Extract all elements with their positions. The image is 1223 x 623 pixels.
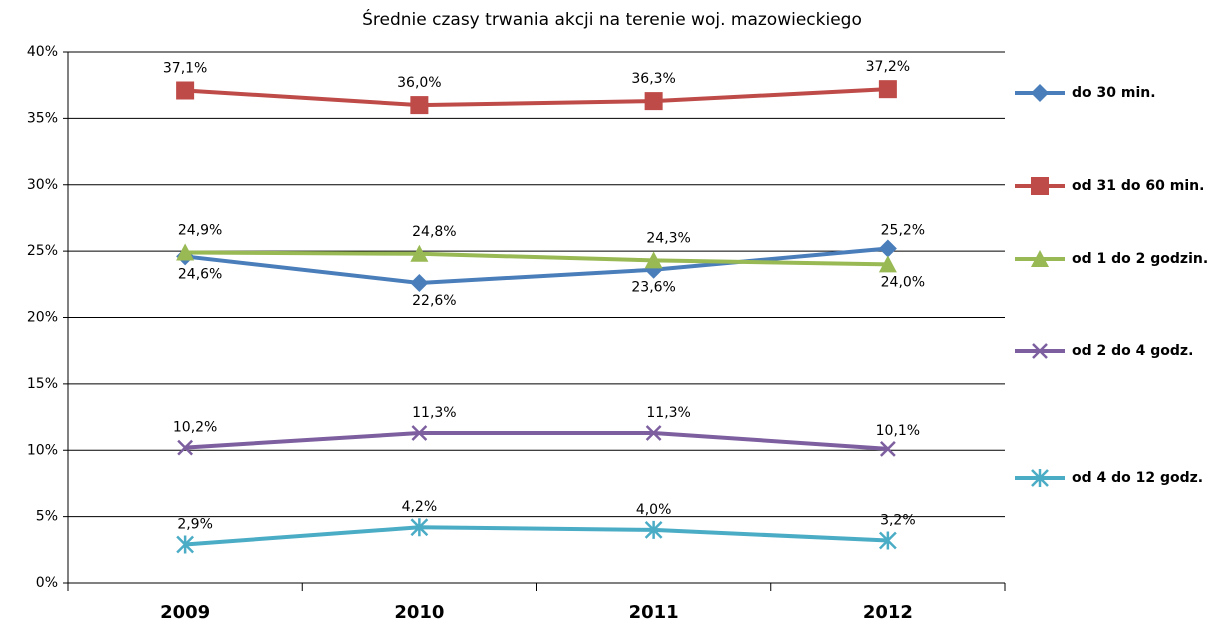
legend-label: od 2 do 4 godz. xyxy=(1072,343,1193,359)
data-label: 4,2% xyxy=(402,499,438,515)
data-label: 3,2% xyxy=(880,513,916,529)
data-label: 36,0% xyxy=(397,75,441,91)
legend-label: od 31 do 60 min. xyxy=(1072,178,1204,194)
legend-label: od 1 do 2 godzin. xyxy=(1072,251,1208,267)
series-line xyxy=(185,250,888,267)
data-label: 36,3% xyxy=(631,71,675,87)
data-label: 10,1% xyxy=(876,423,920,439)
data-label: 24,0% xyxy=(881,274,925,290)
data-label: 23,6% xyxy=(631,280,675,296)
data-point xyxy=(878,80,897,99)
x-tick-label: 2011 xyxy=(629,602,679,623)
data-point xyxy=(644,520,663,539)
series-line xyxy=(184,246,889,285)
legend-label: od 4 do 12 godz. xyxy=(1072,470,1203,486)
data-label: 24,6% xyxy=(178,266,222,282)
chart-title: Średnie czasy trwania akcji na terenie w… xyxy=(362,8,862,30)
data-point xyxy=(177,439,194,456)
data-label: 11,3% xyxy=(412,405,456,421)
y-tick-label: 0% xyxy=(36,575,58,591)
series-line xyxy=(184,525,888,547)
legend-marker xyxy=(1032,343,1048,359)
data-point xyxy=(410,96,429,115)
data-label: 37,1% xyxy=(163,60,207,76)
y-tick-label: 5% xyxy=(36,509,58,525)
data-point xyxy=(410,244,429,262)
legend-marker xyxy=(1031,177,1049,195)
y-tick-label: 20% xyxy=(27,310,58,326)
series-line xyxy=(185,430,889,451)
data-label: 11,3% xyxy=(646,405,690,421)
data-label: 24,9% xyxy=(178,222,222,238)
data-point xyxy=(644,251,663,269)
y-tick-label: 10% xyxy=(27,442,58,458)
x-tick-label: 2010 xyxy=(394,602,444,623)
series-line xyxy=(185,87,888,108)
y-tick-label: 35% xyxy=(27,110,58,126)
legend-marker xyxy=(1031,250,1049,267)
legend-label: do 30 min. xyxy=(1072,85,1156,101)
data-label: 37,2% xyxy=(866,59,910,75)
y-tick-label: 15% xyxy=(27,376,58,392)
x-tick-label: 2012 xyxy=(863,602,913,623)
data-label: 25,2% xyxy=(881,222,925,238)
x-tick-label: 2009 xyxy=(160,602,210,623)
data-point xyxy=(645,425,662,441)
data-label: 4,0% xyxy=(636,502,672,518)
data-label: 24,3% xyxy=(646,230,690,246)
y-tick-label: 30% xyxy=(27,177,58,193)
data-point xyxy=(411,425,428,441)
data-label: 22,6% xyxy=(412,293,456,309)
data-point xyxy=(879,441,896,457)
data-point xyxy=(878,531,897,550)
legend-marker xyxy=(1031,84,1049,102)
data-label: 2,9% xyxy=(177,517,213,533)
data-label: 10,2% xyxy=(173,420,217,436)
data-point xyxy=(644,92,663,111)
data-label: 24,8% xyxy=(412,224,456,240)
y-tick-label: 25% xyxy=(27,243,58,259)
data-point xyxy=(878,255,897,273)
data-point xyxy=(410,518,429,537)
data-point xyxy=(878,239,897,258)
data-point xyxy=(410,273,429,292)
data-point xyxy=(176,243,195,261)
data-point xyxy=(176,81,195,100)
data-point xyxy=(176,535,195,554)
legend-marker xyxy=(1031,469,1049,487)
y-tick-label: 40% xyxy=(27,44,58,60)
